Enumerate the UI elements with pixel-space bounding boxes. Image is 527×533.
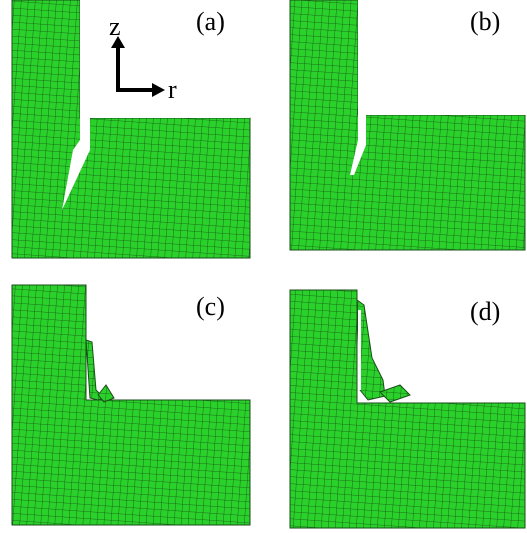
panel-b: (b) xyxy=(290,0,527,250)
panel-label: (d) xyxy=(470,297,500,326)
extruded-flash xyxy=(380,385,410,402)
panel-d: (d) xyxy=(290,290,525,528)
panel-label: (b) xyxy=(470,7,500,36)
z-label: z xyxy=(109,12,121,41)
figure: (a) z r (b) (c) (d) xyxy=(0,0,527,533)
panel-a: (a) xyxy=(12,0,250,258)
panel-label: (a) xyxy=(196,7,225,36)
panel-label: (c) xyxy=(196,292,225,321)
r-label: r xyxy=(168,75,177,104)
panel-c: (c) xyxy=(12,285,250,525)
background xyxy=(358,0,527,115)
crack-gap xyxy=(358,310,361,390)
mesh-region xyxy=(12,285,250,525)
extruded-flash xyxy=(357,300,385,400)
